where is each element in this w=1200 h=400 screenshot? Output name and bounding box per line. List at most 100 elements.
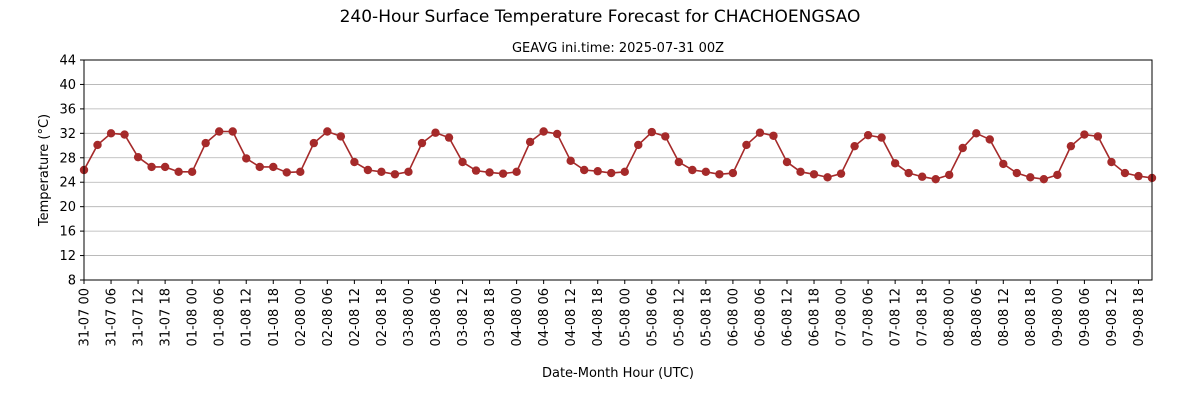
x-tick-label: 08-08 06 — [970, 288, 985, 346]
x-tick-label: 31-07 12 — [132, 288, 147, 346]
data-point — [850, 141, 859, 151]
data-point — [133, 152, 143, 162]
data-point — [390, 170, 400, 179]
data-point — [620, 167, 629, 177]
x-tick-label: 04-08 18 — [591, 288, 606, 346]
series-group — [79, 127, 1157, 184]
x-tick-label: 06-08 12 — [780, 288, 795, 346]
x-tick-label: 06-08 18 — [808, 288, 823, 346]
data-point — [917, 172, 927, 181]
x-tick-label: 03-08 06 — [429, 288, 444, 346]
data-point — [688, 165, 697, 175]
x-tick-label: 03-08 12 — [456, 288, 471, 346]
x-tick-label: 01-08 06 — [213, 288, 228, 346]
data-point — [836, 169, 846, 178]
data-point — [552, 129, 562, 139]
data-point — [512, 167, 521, 177]
x-tick-label: 07-08 12 — [889, 288, 904, 346]
data-point — [269, 162, 278, 172]
x-tick-label: 08-08 18 — [1024, 288, 1039, 346]
data-point — [985, 135, 994, 144]
data-point — [809, 170, 819, 179]
data-point — [877, 133, 886, 142]
data-point — [904, 168, 913, 178]
x-tick-label: 01-08 12 — [240, 288, 255, 346]
x-tick-label: 08-08 12 — [997, 288, 1012, 346]
x-tick-label: 07-08 00 — [835, 288, 850, 346]
data-point — [607, 168, 616, 178]
x-tick-label: 05-08 06 — [645, 288, 660, 346]
x-tick-label: 09-08 18 — [1132, 288, 1147, 346]
data-point — [282, 168, 291, 177]
x-tick-label: 07-08 06 — [862, 288, 877, 346]
y-tick-label: 24 — [59, 176, 76, 191]
data-point — [1066, 141, 1076, 151]
data-point — [106, 129, 116, 138]
x-tick-label: 01-08 18 — [267, 288, 282, 346]
x-axis: 31-07 00 31-07 06 31-07 12 31-07 18 01-08 00… — [78, 280, 1147, 346]
data-point — [296, 167, 305, 177]
data-point — [742, 140, 751, 150]
y-tick-label: 12 — [59, 249, 76, 264]
x-tick-label: 05-08 12 — [672, 288, 687, 346]
data-point — [647, 127, 656, 137]
data-point — [890, 159, 900, 168]
data-point — [444, 133, 454, 142]
data-point — [593, 167, 602, 176]
x-tick-label: 04-08 00 — [510, 288, 525, 346]
data-point — [1053, 170, 1062, 180]
x-tick-label: 02-08 00 — [294, 288, 309, 346]
y-tick-label: 40 — [59, 78, 76, 93]
data-point — [350, 157, 359, 167]
chart-title: 240-Hour Surface Temperature Forecast fo… — [340, 7, 861, 27]
data-point — [417, 138, 427, 148]
data-point — [160, 162, 170, 172]
data-point — [566, 156, 575, 166]
data-point — [661, 132, 670, 141]
data-point — [309, 138, 319, 148]
data-point — [1039, 174, 1049, 184]
x-tick-label: 04-08 06 — [537, 288, 552, 346]
data-point — [363, 165, 373, 175]
data-point — [701, 167, 711, 177]
gridlines — [84, 59, 1152, 281]
x-tick-label: 04-08 12 — [564, 288, 579, 346]
data-point — [782, 157, 792, 167]
data-point — [755, 128, 765, 137]
data-point — [485, 168, 494, 177]
data-point — [525, 137, 535, 147]
data-point — [214, 127, 224, 136]
data-point — [228, 127, 237, 136]
x-axis-label: Date-Month Hour (UTC) — [542, 366, 694, 381]
data-point — [255, 162, 264, 172]
y-tick-label: 36 — [59, 102, 76, 117]
data-point — [796, 167, 805, 177]
x-tick-label: 03-08 18 — [483, 288, 498, 346]
y-tick-label: 28 — [59, 151, 76, 166]
y-tick-label: 8 — [68, 274, 76, 289]
data-point — [539, 127, 548, 136]
data-point — [471, 166, 481, 175]
y-tick-label: 44 — [59, 54, 76, 69]
data-point — [863, 130, 873, 140]
data-point — [715, 170, 724, 179]
x-tick-label: 01-08 00 — [186, 288, 201, 346]
data-point — [377, 167, 386, 177]
data-point — [769, 131, 778, 140]
data-point — [972, 129, 981, 138]
y-axis: 8 12 16 20 24 28 32 36 40 44 — [59, 54, 84, 289]
plot-frame — [83, 59, 1153, 281]
x-tick-label: 07-08 18 — [916, 288, 931, 346]
data-point — [498, 169, 508, 178]
x-tick-label: 09-08 12 — [1105, 288, 1120, 346]
x-tick-label: 03-08 00 — [402, 288, 417, 346]
data-point — [931, 174, 940, 184]
data-point — [242, 154, 251, 163]
data-point — [187, 167, 197, 177]
data-point — [1080, 130, 1089, 139]
x-tick-label: 02-08 18 — [375, 288, 390, 346]
x-tick-label: 02-08 06 — [321, 288, 336, 346]
data-point — [945, 170, 954, 180]
data-point — [634, 140, 643, 150]
y-tick-label: 32 — [59, 127, 76, 142]
